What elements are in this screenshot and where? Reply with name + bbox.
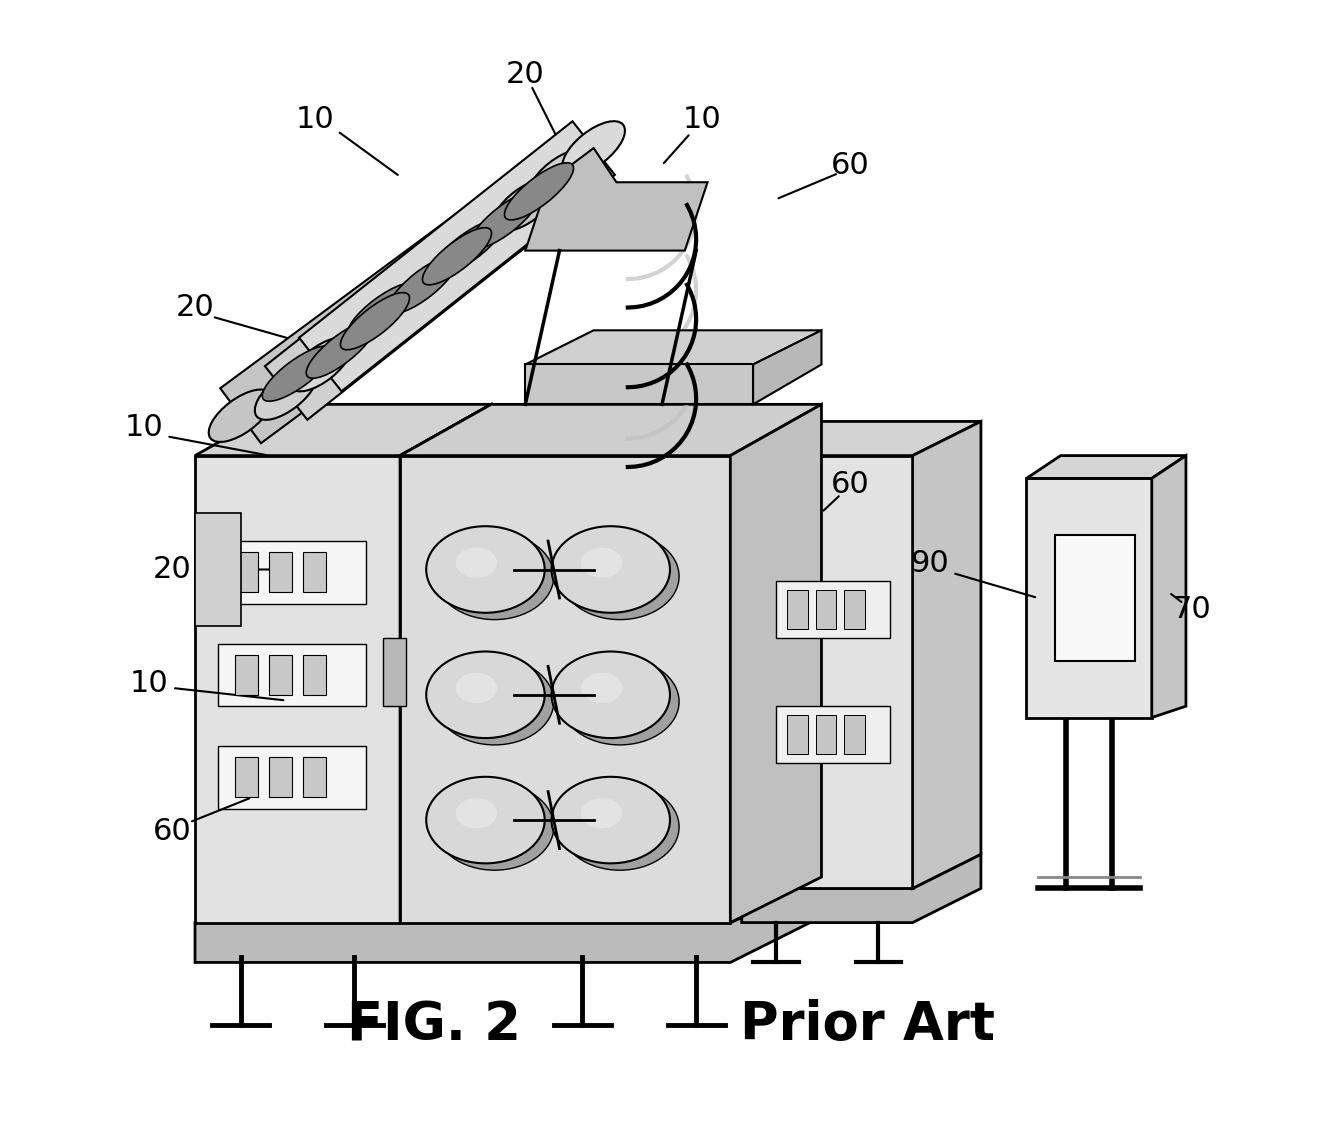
Polygon shape — [776, 581, 890, 638]
Ellipse shape — [581, 673, 622, 703]
Polygon shape — [526, 148, 707, 251]
Polygon shape — [788, 590, 808, 629]
Polygon shape — [217, 541, 365, 604]
Polygon shape — [234, 552, 258, 592]
Polygon shape — [299, 121, 614, 392]
Polygon shape — [217, 746, 365, 809]
Polygon shape — [269, 757, 291, 797]
Polygon shape — [526, 330, 821, 364]
Ellipse shape — [436, 658, 553, 745]
Ellipse shape — [348, 282, 418, 338]
Polygon shape — [788, 715, 808, 754]
Ellipse shape — [455, 798, 496, 828]
Polygon shape — [265, 149, 581, 420]
Polygon shape — [303, 655, 326, 695]
Polygon shape — [753, 330, 821, 404]
Ellipse shape — [436, 533, 553, 620]
Polygon shape — [912, 421, 981, 888]
Text: 20: 20 — [152, 555, 192, 584]
Polygon shape — [845, 715, 865, 754]
Text: 10: 10 — [295, 105, 334, 134]
Ellipse shape — [433, 220, 503, 274]
Polygon shape — [303, 552, 326, 592]
Ellipse shape — [560, 784, 679, 870]
Polygon shape — [741, 421, 981, 456]
Ellipse shape — [388, 256, 457, 313]
Text: FIG. 2: FIG. 2 — [347, 999, 522, 1051]
Ellipse shape — [422, 228, 491, 285]
Polygon shape — [400, 404, 491, 923]
Ellipse shape — [552, 652, 670, 738]
Ellipse shape — [455, 673, 496, 703]
Polygon shape — [234, 655, 258, 695]
Text: 10: 10 — [682, 105, 722, 134]
Text: 10: 10 — [130, 669, 169, 698]
Text: 90: 90 — [911, 549, 949, 579]
Polygon shape — [400, 456, 731, 923]
Polygon shape — [400, 404, 821, 456]
Ellipse shape — [552, 777, 670, 863]
Ellipse shape — [504, 163, 573, 220]
Polygon shape — [234, 757, 258, 797]
Text: 20: 20 — [176, 293, 214, 322]
Polygon shape — [1026, 478, 1152, 718]
Text: 10: 10 — [124, 412, 163, 442]
Text: 70: 70 — [1172, 595, 1211, 624]
Polygon shape — [195, 513, 241, 626]
Ellipse shape — [470, 191, 539, 248]
Ellipse shape — [560, 533, 679, 620]
Polygon shape — [217, 644, 365, 706]
Polygon shape — [220, 178, 545, 443]
Polygon shape — [1026, 456, 1186, 478]
Ellipse shape — [494, 179, 557, 231]
Ellipse shape — [581, 798, 622, 828]
Polygon shape — [845, 590, 865, 629]
Polygon shape — [303, 757, 326, 797]
Polygon shape — [816, 715, 837, 754]
Ellipse shape — [426, 526, 544, 613]
Ellipse shape — [455, 548, 496, 577]
Ellipse shape — [426, 777, 544, 863]
Ellipse shape — [340, 293, 409, 350]
Ellipse shape — [254, 366, 318, 420]
Ellipse shape — [306, 321, 375, 378]
Ellipse shape — [528, 149, 591, 204]
Polygon shape — [816, 590, 837, 629]
Text: Prior Art: Prior Art — [740, 999, 994, 1051]
Ellipse shape — [581, 548, 622, 577]
Ellipse shape — [552, 526, 670, 613]
Ellipse shape — [560, 658, 679, 745]
Ellipse shape — [426, 652, 544, 738]
Polygon shape — [195, 883, 821, 962]
Polygon shape — [741, 456, 912, 888]
Ellipse shape — [563, 121, 625, 175]
Polygon shape — [383, 638, 405, 706]
Text: 60: 60 — [152, 817, 192, 846]
Ellipse shape — [209, 390, 273, 442]
Polygon shape — [1152, 456, 1186, 718]
Ellipse shape — [436, 784, 553, 870]
Text: 60: 60 — [830, 469, 870, 499]
Polygon shape — [1055, 535, 1135, 661]
Polygon shape — [731, 404, 821, 923]
Polygon shape — [741, 854, 981, 923]
Ellipse shape — [289, 337, 352, 392]
Polygon shape — [269, 655, 291, 695]
Polygon shape — [269, 552, 291, 592]
Polygon shape — [195, 404, 491, 456]
Polygon shape — [526, 364, 753, 404]
Text: 20: 20 — [506, 59, 544, 89]
Ellipse shape — [262, 346, 332, 401]
Text: 60: 60 — [830, 150, 870, 180]
Polygon shape — [195, 456, 400, 923]
Polygon shape — [776, 706, 890, 763]
